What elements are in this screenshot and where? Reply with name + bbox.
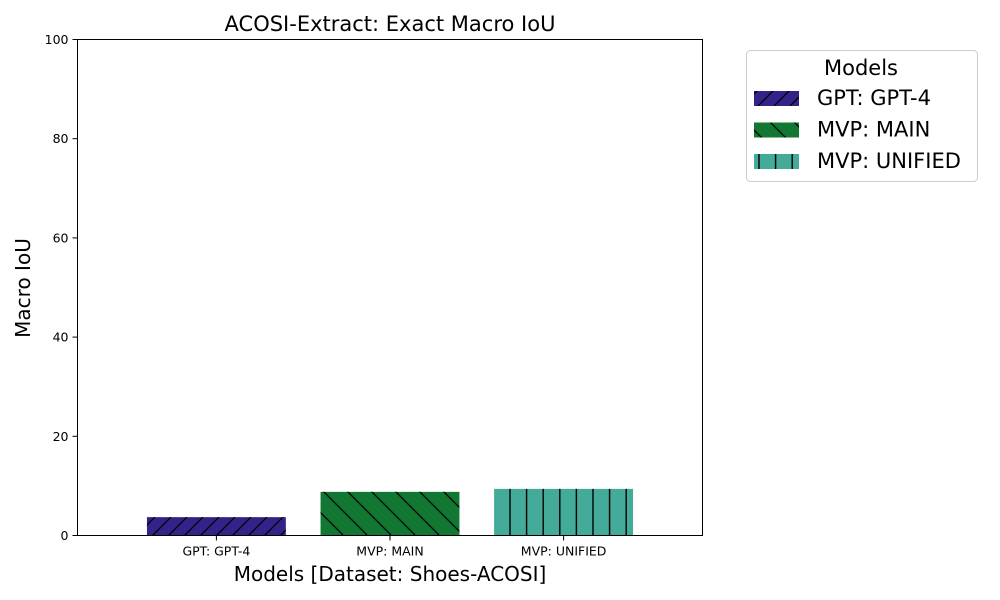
legend-swatch-hatch	[754, 91, 799, 106]
legend-entry: MVP: MAIN	[754, 118, 930, 142]
y-tick-label: 40	[53, 330, 69, 345]
bar	[494, 488, 634, 536]
bar	[146, 517, 286, 536]
y-tick-label: 20	[53, 429, 69, 444]
y-tick-label: 100	[45, 32, 69, 47]
x-axis: GPT: GPT-4 MVP: MAIN MVP: UNIFIED	[182, 535, 607, 559]
bar-hatch	[494, 488, 634, 536]
x-tick-label: MVP: UNIFIED	[521, 544, 607, 559]
bar-hatch	[146, 517, 286, 536]
legend-label: MVP: UNIFIED	[817, 149, 961, 173]
legend: Models GPT: GPT-4 MVP: MAIN MVP: UNIFIED	[746, 50, 978, 182]
plot-frame	[77, 39, 703, 536]
x-tick-label: GPT: GPT-4	[182, 544, 250, 559]
legend-entry: MVP: UNIFIED	[754, 149, 961, 173]
y-axis: 0 20 40 60 80 100	[45, 32, 78, 543]
y-axis-title: Macro IoU	[11, 238, 35, 338]
y-tick-label: 0	[61, 528, 69, 543]
legend-title: Models	[824, 56, 898, 80]
legend-frame	[746, 50, 978, 182]
chart-title: ACOSI-Extract: Exact Macro IoU	[225, 12, 556, 36]
legend-entries: GPT: GPT-4 MVP: MAIN MVP: UNIFIED	[754, 86, 961, 173]
bar	[320, 491, 460, 536]
legend-label: MVP: MAIN	[817, 118, 930, 142]
legend-label: GPT: GPT-4	[817, 86, 931, 110]
x-tick-label: MVP: MAIN	[356, 544, 423, 559]
y-tick-label: 60	[53, 230, 69, 245]
legend-swatch-hatch	[754, 154, 799, 169]
plot-area	[77, 39, 703, 536]
legend-swatch-hatch	[754, 122, 799, 138]
x-axis-title: Models [Dataset: Shoes-ACOSI]	[234, 562, 547, 586]
y-tick-label: 80	[53, 131, 69, 146]
bars-layer	[146, 488, 634, 536]
legend-entry: GPT: GPT-4	[754, 86, 931, 110]
bar-hatch	[320, 491, 460, 536]
